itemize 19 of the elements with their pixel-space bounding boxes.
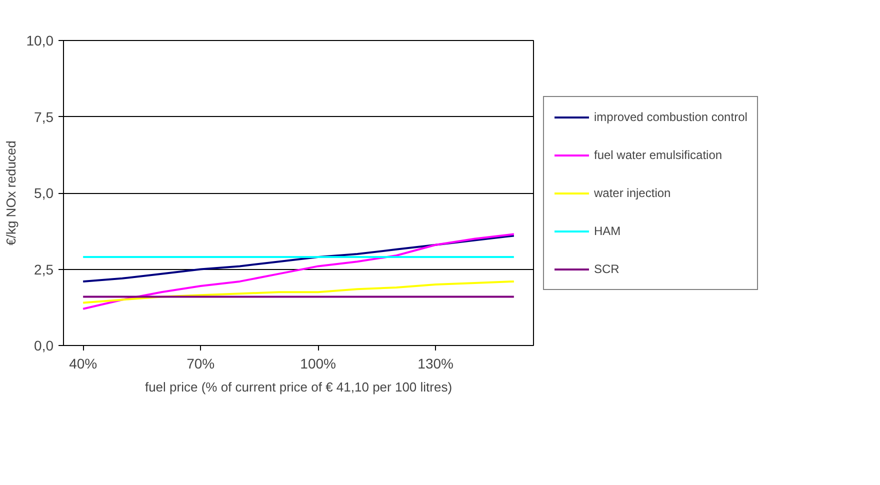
line-series xyxy=(82,280,515,304)
legend-label: fuel water emulsification xyxy=(594,148,722,162)
y-tick-label: 0,0 xyxy=(34,338,54,354)
y-tick-label: 5,0 xyxy=(34,185,54,201)
x-tick-label: 70% xyxy=(186,356,215,372)
legend-label: HAM xyxy=(594,224,621,238)
y-tick-label: 7,5 xyxy=(34,108,54,125)
x-tick-label: 40% xyxy=(69,356,98,372)
y-tick-label: 2,5 xyxy=(34,261,54,278)
y-tick-label: 10,0 xyxy=(26,32,54,48)
x-tick-label: 130% xyxy=(418,356,454,372)
legend-label: SCR xyxy=(594,262,620,276)
line-series xyxy=(82,233,515,310)
line-series xyxy=(82,234,515,282)
legend-label: improved combustion control xyxy=(594,110,748,124)
y-axis-title: €/kg NOx reduced xyxy=(3,140,18,246)
x-axis-title: fuel price (% of current price of € 41,10 per 100 litres) xyxy=(144,380,452,394)
legend-label: water injection xyxy=(594,186,671,200)
x-tick-label: 100% xyxy=(300,356,336,372)
